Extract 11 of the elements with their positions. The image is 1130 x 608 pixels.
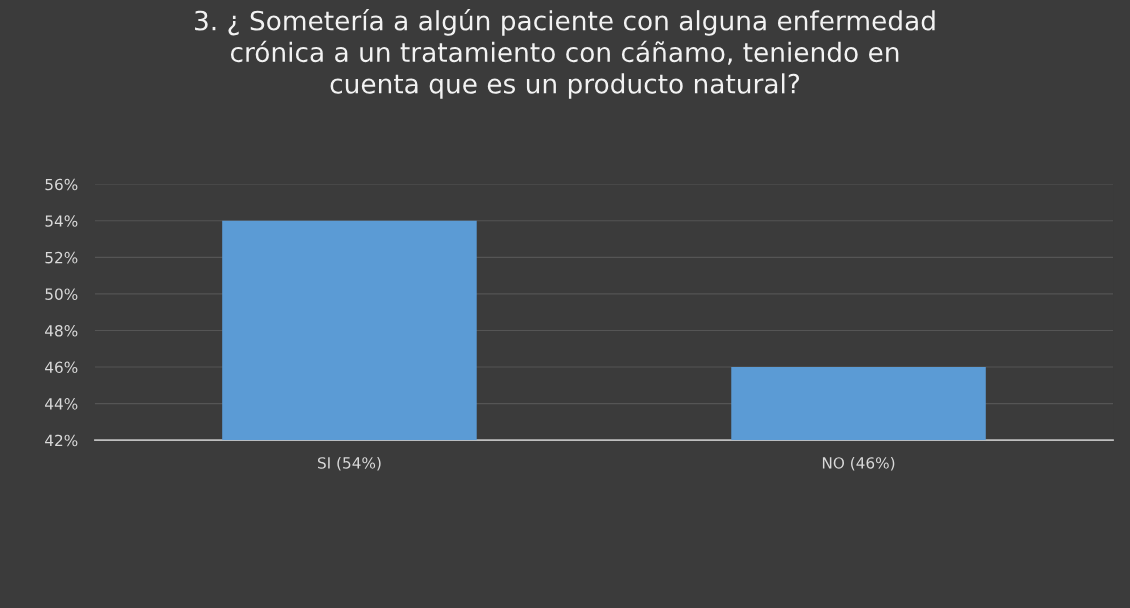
y-tick-label: 56% <box>45 178 78 191</box>
y-tick-label: 54% <box>45 215 78 227</box>
y-tick-label: 44% <box>45 398 78 410</box>
y-tick-label: 42% <box>45 434 78 447</box>
y-tick-label: 48% <box>45 324 78 337</box>
x-tick-label: SI (54%) <box>317 456 381 471</box>
x-tick-label: NO (46%) <box>822 456 895 471</box>
y-tick-label: 50% <box>45 288 78 300</box>
chart-title: 3. ¿ Sometería a algún paciente con alguna enfermedad crónica a un tratamiento con cáñamo, teniendo en cuenta que es un producto natural? <box>195 9 935 99</box>
y-tick-label: 52% <box>45 251 78 264</box>
y-tick-label: 46% <box>45 361 78 374</box>
